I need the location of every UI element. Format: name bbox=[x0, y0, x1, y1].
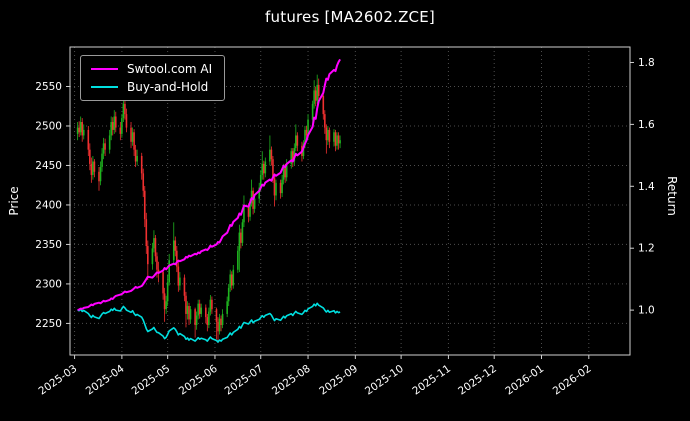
x-tick-label: 2025-06 bbox=[177, 362, 220, 397]
price-tick-label: 2550 bbox=[35, 81, 62, 93]
x-tick-label: 2026-01 bbox=[503, 363, 546, 398]
y-axis-label-right: Return bbox=[665, 176, 679, 216]
legend-label-ai: Swtool.com AI bbox=[127, 62, 213, 76]
price-tick-label: 2400 bbox=[35, 199, 62, 211]
x-tick-label: 2025-04 bbox=[84, 362, 127, 397]
price-tick-label: 2450 bbox=[35, 160, 62, 172]
candlesticks bbox=[76, 74, 341, 344]
return-tick-label: 1.4 bbox=[638, 181, 655, 193]
tick-labels: 2025-03 2025-04 2025-05 2025-06 2025-07 2025-… bbox=[35, 57, 655, 398]
return-tick-label: 1.6 bbox=[638, 119, 655, 131]
buy-and-hold-swatch bbox=[91, 86, 118, 88]
return-tick-label: 1.2 bbox=[638, 243, 655, 255]
price-tick-label: 2500 bbox=[35, 120, 62, 132]
buy-and-hold-line bbox=[77, 302, 341, 343]
y-axis-label-left: Price bbox=[7, 186, 21, 216]
legend-label-buy-and-hold: Buy-and-Hold bbox=[127, 80, 209, 94]
chart-title: futures [MA2602.ZCE] bbox=[265, 8, 435, 26]
price-tick-label: 2350 bbox=[35, 239, 62, 251]
ai-line-swatch bbox=[91, 68, 118, 70]
price-tick-label: 2250 bbox=[35, 318, 62, 330]
return-tick-label: 1.0 bbox=[638, 305, 655, 317]
x-tick-label: 2025-10 bbox=[363, 363, 406, 398]
axis-tick-marks bbox=[66, 61, 634, 359]
x-tick-label: 2025-08 bbox=[270, 363, 313, 398]
x-tick-label: 2025-05 bbox=[130, 363, 173, 398]
price-tick-label: 2300 bbox=[35, 278, 62, 290]
x-tick-label: 2025-11 bbox=[410, 363, 453, 398]
x-tick-label: 2025-03 bbox=[36, 363, 79, 398]
x-tick-label: 2026-02 bbox=[551, 363, 594, 398]
legend: Swtool.com AI Buy-and-Hold bbox=[80, 55, 226, 101]
legend-item-ai: Swtool.com AI bbox=[91, 63, 212, 75]
return-tick-label: 1.8 bbox=[638, 57, 655, 69]
ai-strategy-line bbox=[77, 58, 341, 312]
plot-border bbox=[69, 46, 631, 356]
x-tick-label: 2025-07 bbox=[223, 363, 266, 398]
x-tick-label: 2025-12 bbox=[456, 363, 499, 398]
x-tick-label: 2025-09 bbox=[317, 363, 360, 398]
legend-item-buy-and-hold: Buy-and-Hold bbox=[91, 81, 212, 93]
gridlines bbox=[70, 47, 630, 355]
